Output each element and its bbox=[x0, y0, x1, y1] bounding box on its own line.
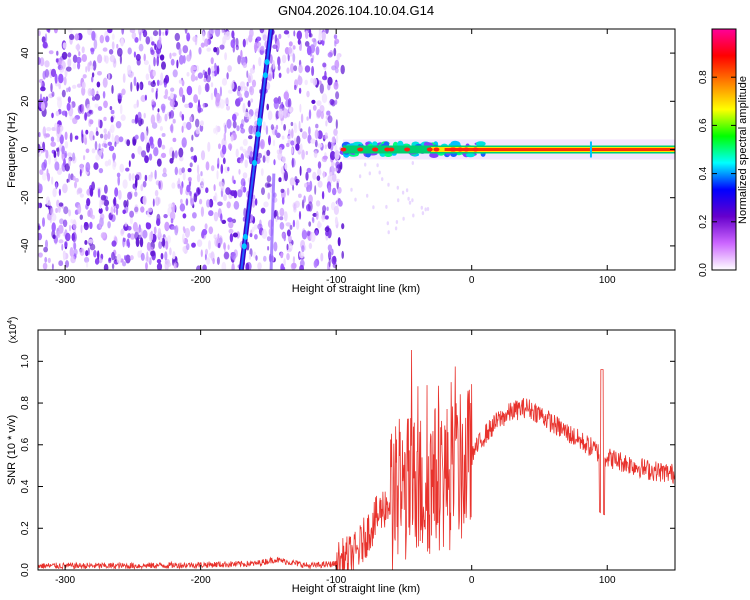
x-tick-label: 0 bbox=[469, 575, 475, 586]
snr-scale-label: (x104) bbox=[7, 317, 19, 344]
heatmap-x-axis-label: Height of straight line (km) bbox=[292, 283, 420, 295]
x-tick-label: -200 bbox=[191, 275, 211, 286]
colorbar: 0.0 0.2 0.4 0.6 0.8 Normalized spectral ampl… bbox=[698, 28, 749, 277]
heatmap-y-axis-label: Frequency (Hz) bbox=[6, 112, 18, 188]
x-tick-label: -100 bbox=[326, 275, 346, 286]
y-tick-label: -20 bbox=[20, 190, 31, 205]
y-tick-label: 1.0 bbox=[20, 354, 31, 368]
snr-axis-ticks: -300 -200 -100 0 100 0.0 0.2 0.4 0.6 0.8 1.0 bbox=[20, 330, 675, 586]
x-tick-label: 100 bbox=[599, 575, 616, 586]
colorbar-tick-label: 0.2 bbox=[698, 214, 709, 228]
y-tick-label: 0 bbox=[20, 146, 31, 152]
snr-series-line bbox=[38, 349, 675, 570]
heatmap-diagonal-line bbox=[238, 29, 276, 270]
snr-line-chart: -300 -200 -100 0 100 0.0 0.2 0.4 0.6 0.8 1.0 (x104… bbox=[6, 317, 676, 595]
x-tick-label: 0 bbox=[469, 275, 475, 286]
x-tick-label: -300 bbox=[55, 575, 75, 586]
x-tick-label: -300 bbox=[55, 275, 75, 286]
chart-title: GN04.2026.104.10.04.G14 bbox=[278, 3, 434, 18]
y-tick-label: 0.2 bbox=[20, 521, 31, 535]
y-tick-label: 0.0 bbox=[20, 563, 31, 577]
colorbar-ticks: 0.0 0.2 0.4 0.6 0.8 bbox=[698, 70, 736, 277]
y-tick-label: -40 bbox=[20, 238, 31, 253]
x-tick-label: -100 bbox=[326, 575, 346, 586]
heatmap-noise-region bbox=[38, 29, 430, 270]
colorbar-tick-label: 0.4 bbox=[698, 166, 709, 180]
heatmap-carrier-line bbox=[339, 139, 675, 160]
colorbar-tick-label: 0.6 bbox=[698, 118, 709, 132]
y-tick-label: 0.8 bbox=[20, 396, 31, 410]
snr-y-axis-label: SNR (10 * v/v) bbox=[6, 415, 18, 485]
snr-frame bbox=[37, 329, 676, 571]
y-tick-label: 40 bbox=[20, 47, 31, 59]
x-tick-label: -200 bbox=[191, 575, 211, 586]
colorbar-gradient bbox=[711, 28, 737, 271]
y-tick-label: 0.6 bbox=[20, 437, 31, 451]
colorbar-tick-label: 0.8 bbox=[698, 70, 709, 84]
colorbar-tick-label: 0.0 bbox=[698, 263, 709, 277]
y-tick-label: 20 bbox=[20, 95, 31, 107]
x-tick-label: 100 bbox=[599, 275, 616, 286]
y-tick-label: 0.4 bbox=[20, 479, 31, 493]
colorbar-label: Normalized spectral amplitude bbox=[737, 76, 749, 224]
snr-x-axis-label: Height of straight line (km) bbox=[292, 583, 420, 595]
snr-plot-area bbox=[38, 330, 675, 570]
